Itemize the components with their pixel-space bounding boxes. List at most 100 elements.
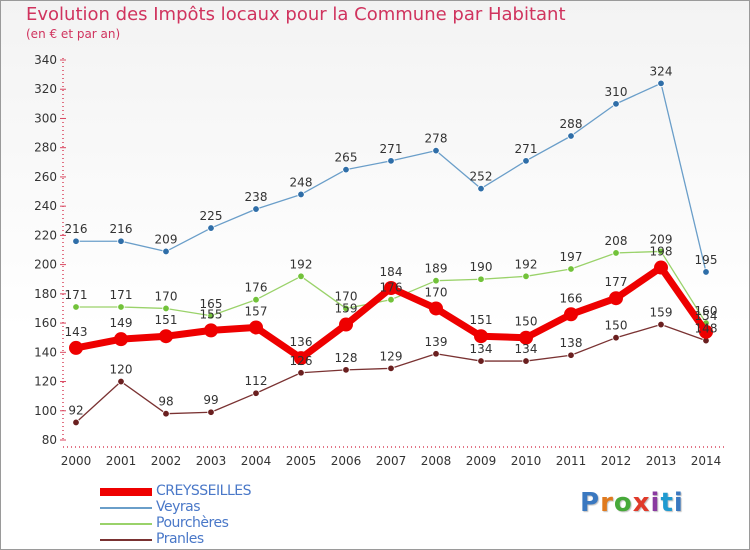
data-point-creysseilles <box>69 340 83 355</box>
data-label-pranles: 134 <box>515 342 538 356</box>
logo-letter: i <box>650 488 661 518</box>
data-point-veyras <box>432 146 440 155</box>
data-point-pranles <box>117 377 125 386</box>
data-label-pourchères: 208 <box>605 234 628 248</box>
x-tick-label: 2006 <box>331 454 362 468</box>
data-label-creysseilles: 155 <box>200 307 223 321</box>
data-point-pourchères <box>657 247 665 256</box>
data-label-creysseilles: 157 <box>245 304 268 318</box>
data-point-veyras <box>612 100 620 108</box>
data-point-pranles <box>612 333 620 342</box>
data-label-veyras: 238 <box>245 190 268 204</box>
data-label-pourchères: 176 <box>380 281 403 295</box>
x-tick-label: 2009 <box>466 454 497 468</box>
data-point-pourchères <box>162 304 170 313</box>
x-tick-label: 2013 <box>646 454 677 468</box>
x-tick-label: 2003 <box>196 454 227 468</box>
data-point-pourchères <box>207 312 215 320</box>
data-label-veyras: 195 <box>695 253 718 267</box>
data-label-veyras: 252 <box>470 170 493 184</box>
data-point-pourchères <box>612 249 620 257</box>
data-point-creysseilles <box>474 329 488 344</box>
data-label-pranles: 128 <box>335 351 358 365</box>
data-label-pourchères: 171 <box>110 288 133 302</box>
data-point-veyras <box>342 165 350 174</box>
data-label-pourchères: 165 <box>200 297 223 311</box>
data-label-creysseilles: 136 <box>290 335 313 349</box>
legend-swatch <box>100 523 152 525</box>
data-point-pranles <box>297 369 305 377</box>
data-label-creysseilles: 143 <box>65 325 88 339</box>
logo-letter: i <box>673 488 684 518</box>
data-label-creysseilles: 151 <box>155 313 178 327</box>
logo-letter: r <box>600 488 614 518</box>
data-point-veyras <box>72 237 80 245</box>
data-point-creysseilles <box>699 324 713 339</box>
data-label-creysseilles: 159 <box>335 302 358 316</box>
data-point-veyras <box>522 157 530 165</box>
data-label-pranles: 129 <box>380 349 403 363</box>
data-label-veyras: 248 <box>290 175 313 189</box>
data-label-veyras: 216 <box>65 222 88 236</box>
data-label-veyras: 310 <box>605 85 628 99</box>
x-tick-label: 2008 <box>421 454 452 468</box>
x-tick-label: 2002 <box>151 454 182 468</box>
data-point-creysseilles <box>564 307 578 322</box>
data-label-veyras: 209 <box>155 232 178 246</box>
y-tick-label: 100 <box>34 404 57 418</box>
data-point-pourchères <box>387 295 395 304</box>
y-tick-label: 260 <box>34 170 57 184</box>
x-tick-label: 2012 <box>601 454 632 468</box>
data-point-pranles <box>432 350 440 358</box>
legend-swatch <box>100 539 152 541</box>
data-point-creysseilles <box>249 320 263 335</box>
legend-label: Pourchères <box>156 515 229 531</box>
data-label-pranles: 139 <box>425 335 448 349</box>
data-point-pranles <box>657 320 665 329</box>
data-label-pranles: 138 <box>560 336 583 350</box>
y-tick-label: 120 <box>34 375 57 389</box>
data-label-pranles: 98 <box>158 395 173 409</box>
data-point-pranles <box>252 389 260 397</box>
legend-label: Pranles <box>156 531 204 547</box>
data-label-creysseilles: 170 <box>425 285 448 299</box>
data-label-creysseilles: 154 <box>695 309 718 323</box>
data-label-veyras: 271 <box>515 142 538 156</box>
data-point-pourchères <box>567 265 575 273</box>
data-point-creysseilles <box>159 329 173 344</box>
data-point-pourchères <box>477 275 485 283</box>
logo-letter: x <box>632 488 651 518</box>
data-point-veyras <box>387 157 395 165</box>
data-point-pourchères <box>342 304 350 313</box>
x-tick-label: 2001 <box>106 454 137 468</box>
data-label-pranles: 112 <box>245 374 268 388</box>
data-label-creysseilles: 184 <box>380 265 403 279</box>
data-point-veyras <box>207 224 215 232</box>
data-point-creysseilles <box>429 301 443 316</box>
data-label-veyras: 265 <box>335 151 358 165</box>
data-label-pourchères: 192 <box>290 257 313 271</box>
data-point-pranles <box>387 364 395 373</box>
y-tick-label: 200 <box>34 258 57 272</box>
y-tick-label: 340 <box>34 53 57 67</box>
data-label-veyras: 278 <box>425 132 448 146</box>
data-label-pourchères: 209 <box>650 232 673 246</box>
data-point-pranles <box>162 409 170 418</box>
y-tick-label: 140 <box>34 345 57 359</box>
data-label-pranles: 120 <box>110 363 133 377</box>
chart-subtitle: (en € et par an) <box>26 27 121 41</box>
data-point-pourchères <box>252 295 260 304</box>
data-point-creysseilles <box>609 291 623 306</box>
data-label-veyras: 216 <box>110 222 133 236</box>
data-point-creysseilles <box>384 281 398 295</box>
data-point-pourchères <box>297 272 305 281</box>
data-label-veyras: 271 <box>380 142 403 156</box>
legend-swatch <box>100 488 152 496</box>
y-tick-label: 80 <box>42 433 57 447</box>
data-label-pourchères: 190 <box>470 260 493 274</box>
data-label-pranles: 99 <box>203 393 218 407</box>
logo-letter: t <box>660 488 674 518</box>
data-point-pranles <box>522 357 530 365</box>
data-point-pranles <box>342 366 350 374</box>
data-label-creysseilles: 150 <box>515 315 538 329</box>
